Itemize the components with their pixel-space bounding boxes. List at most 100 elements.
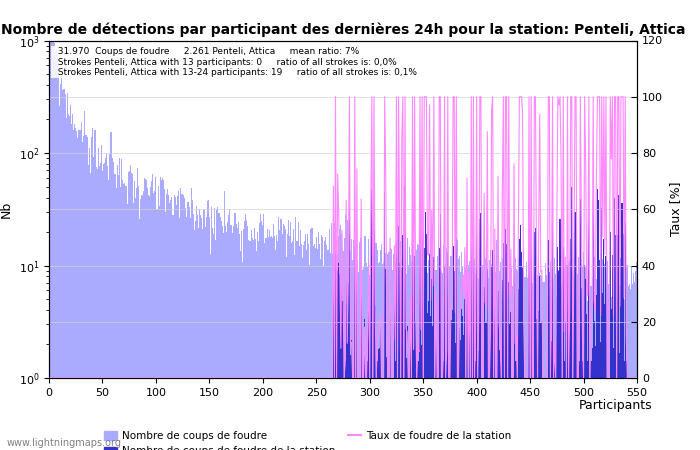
Bar — [599, 293, 600, 450]
Bar — [424, 268, 425, 450]
Bar — [500, 298, 502, 450]
Bar — [295, 217, 297, 450]
Bar — [624, 223, 626, 450]
Bar — [636, 262, 638, 450]
Bar — [202, 229, 204, 450]
Bar — [220, 221, 222, 450]
Bar — [401, 260, 402, 450]
Bar — [129, 171, 130, 450]
Bar — [368, 282, 369, 450]
Bar — [177, 196, 178, 450]
Bar — [551, 341, 552, 450]
Bar — [394, 286, 395, 450]
Bar — [503, 272, 504, 450]
Bar — [410, 316, 411, 450]
Bar — [573, 277, 575, 450]
Bar — [396, 241, 397, 450]
Bar — [307, 234, 308, 450]
Bar — [312, 246, 314, 450]
Bar — [477, 279, 478, 450]
Bar — [424, 248, 425, 450]
Bar — [301, 244, 302, 450]
Bar — [455, 271, 456, 450]
Bar — [413, 338, 414, 450]
Bar — [624, 276, 626, 450]
Bar — [246, 220, 247, 450]
Bar — [586, 314, 587, 450]
Bar — [531, 254, 532, 450]
Bar — [378, 349, 379, 450]
Bar — [612, 288, 613, 450]
Bar — [132, 174, 133, 450]
Bar — [527, 278, 528, 450]
Bar — [402, 235, 403, 450]
Bar — [54, 43, 55, 450]
Bar — [476, 234, 477, 450]
Bar — [512, 286, 514, 450]
Bar — [603, 271, 604, 450]
Bar — [106, 154, 107, 450]
Bar — [520, 225, 521, 450]
Bar — [84, 111, 85, 450]
Bar — [472, 256, 473, 450]
Bar — [99, 166, 100, 450]
Bar — [318, 232, 319, 450]
Bar — [273, 224, 274, 450]
Bar — [218, 212, 220, 450]
Bar — [531, 215, 532, 450]
Bar — [344, 361, 346, 450]
Bar — [471, 185, 472, 450]
Bar — [480, 213, 482, 450]
Bar — [368, 238, 369, 450]
Bar — [300, 230, 301, 450]
Bar — [473, 217, 474, 450]
Bar — [491, 266, 492, 450]
Bar — [332, 252, 334, 450]
Bar — [410, 255, 411, 450]
Bar — [564, 273, 565, 450]
Bar — [190, 188, 192, 450]
Bar — [336, 240, 337, 450]
Bar — [169, 202, 170, 450]
Bar — [559, 288, 561, 450]
Bar — [516, 361, 517, 450]
Bar — [504, 287, 505, 450]
Bar — [622, 234, 624, 450]
Bar — [597, 287, 598, 450]
Bar — [456, 239, 457, 450]
Bar — [239, 234, 240, 450]
Bar — [455, 342, 456, 450]
Bar — [236, 225, 237, 450]
Bar — [386, 357, 387, 450]
Bar — [354, 272, 356, 450]
Bar — [508, 303, 509, 450]
Bar — [593, 202, 594, 450]
Bar — [569, 331, 570, 450]
Bar — [435, 329, 437, 450]
Bar — [291, 243, 292, 450]
Bar — [334, 223, 335, 450]
Bar — [611, 309, 612, 450]
Bar — [442, 273, 443, 450]
Bar — [370, 243, 371, 450]
Text: www.lightningmaps.org: www.lightningmaps.org — [7, 438, 122, 448]
Bar — [466, 279, 468, 450]
Bar — [526, 262, 527, 450]
Bar — [438, 242, 439, 450]
Bar — [354, 186, 356, 450]
Bar — [397, 238, 398, 450]
Bar — [212, 228, 213, 450]
Bar — [310, 229, 312, 450]
Bar — [83, 136, 84, 450]
Bar — [468, 308, 470, 450]
Bar — [443, 246, 444, 450]
Bar — [591, 286, 592, 450]
Bar — [602, 259, 603, 450]
Bar — [258, 241, 259, 450]
Bar — [162, 178, 163, 450]
Bar — [233, 226, 235, 450]
Bar — [164, 189, 165, 450]
Bar — [584, 266, 585, 450]
Bar — [437, 256, 438, 450]
Bar — [148, 195, 149, 450]
